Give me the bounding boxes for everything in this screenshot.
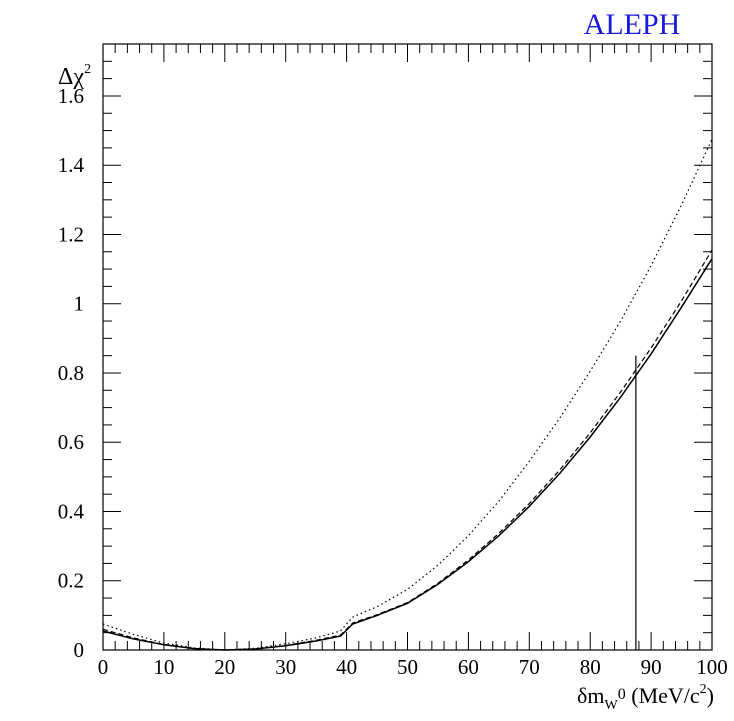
y-tick-label: 0.8	[58, 361, 84, 385]
y-tick-label: 1.6	[58, 84, 84, 108]
x-tick-label: 80	[580, 655, 601, 679]
x-axis-label-sub: W	[605, 698, 619, 713]
plot-area: 0 10 20 30 40 50 60 70 80 90 100 0 0.2 0.4 0.6 0.8 1 1.2 1…	[58, 43, 728, 679]
y-axis-label-sup: 2	[84, 62, 91, 77]
x-axis-label-units-sup: 2	[700, 682, 707, 697]
x-tick-label: 60	[458, 655, 479, 679]
x-tick-label: 0	[98, 655, 109, 679]
plot-frame	[102, 43, 713, 651]
series-line-dotted	[102, 138, 713, 651]
x-axis-label-units-close: )	[707, 683, 714, 708]
y-tick-label: 0	[74, 638, 85, 662]
y-tick-label: 1.2	[58, 222, 84, 246]
x-axis-label: δmW0 (MeV/c2)	[577, 682, 714, 713]
x-tick-label: 20	[214, 655, 235, 679]
y-axis-label-main: Δχ	[58, 64, 84, 90]
y-tick-label: 0.2	[58, 569, 84, 593]
x-tick-label: 70	[519, 655, 540, 679]
x-tick-label: 90	[641, 655, 662, 679]
x-tick-label: 10	[153, 655, 174, 679]
x-axis-label-zero: 0	[618, 686, 626, 703]
series-line-solid	[102, 258, 713, 651]
y-tick-label: 1.4	[58, 153, 85, 177]
y-tick-label: 1	[74, 292, 85, 316]
x-tick-label: 50	[397, 655, 418, 679]
y-tick-label: 0.6	[58, 430, 84, 454]
x-tick-label: 100	[696, 655, 728, 679]
series-line-dashed	[102, 249, 713, 651]
y-axis-label: Δχ2	[58, 62, 91, 90]
x-tick-label: 30	[275, 655, 296, 679]
x-axis-label-main: δm	[577, 683, 604, 708]
x-axis-label-units: (MeV/c	[626, 683, 700, 708]
x-tick-label: 40	[336, 655, 357, 679]
y-tick-label: 0.4	[58, 499, 85, 523]
aleph-brand-label: ALEPH	[584, 8, 681, 41]
